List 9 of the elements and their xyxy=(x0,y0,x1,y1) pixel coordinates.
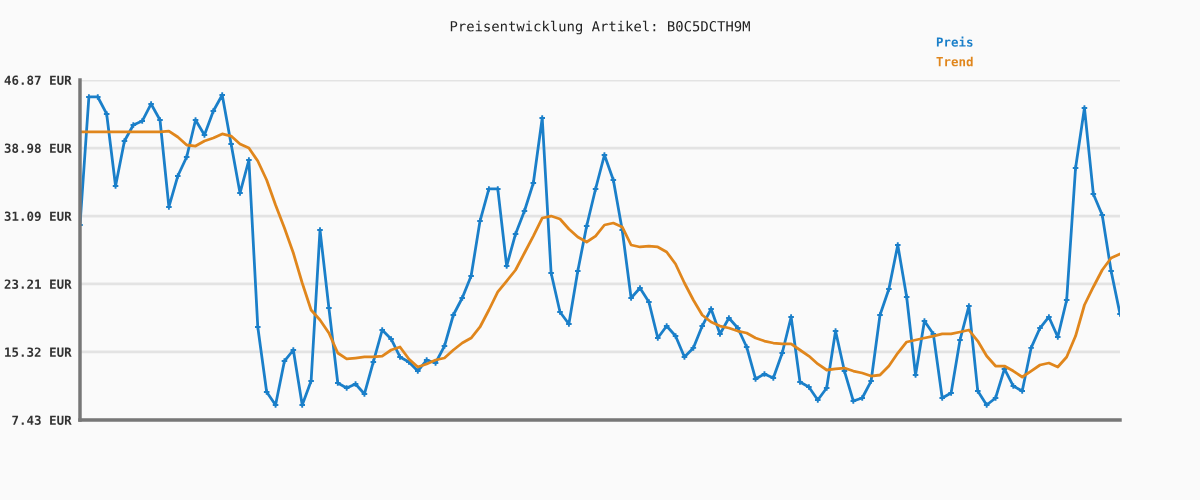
y-tick-label: 7.43 EUR xyxy=(12,415,72,425)
y-tick-label: 23.21 EUR xyxy=(4,279,72,289)
text: Trend xyxy=(936,56,973,67)
chart-title: Preisentwicklung Artikel: B0C5DCTH9M xyxy=(450,20,750,35)
y-tick-label: 46.87 EUR xyxy=(4,75,72,85)
y-tick-label: 15.32 EUR xyxy=(5,347,72,357)
text: Preis xyxy=(936,36,973,47)
y-tick-label: 38.98 EUR xyxy=(4,143,72,153)
y-tick-label: 31.09 EUR xyxy=(4,211,72,222)
